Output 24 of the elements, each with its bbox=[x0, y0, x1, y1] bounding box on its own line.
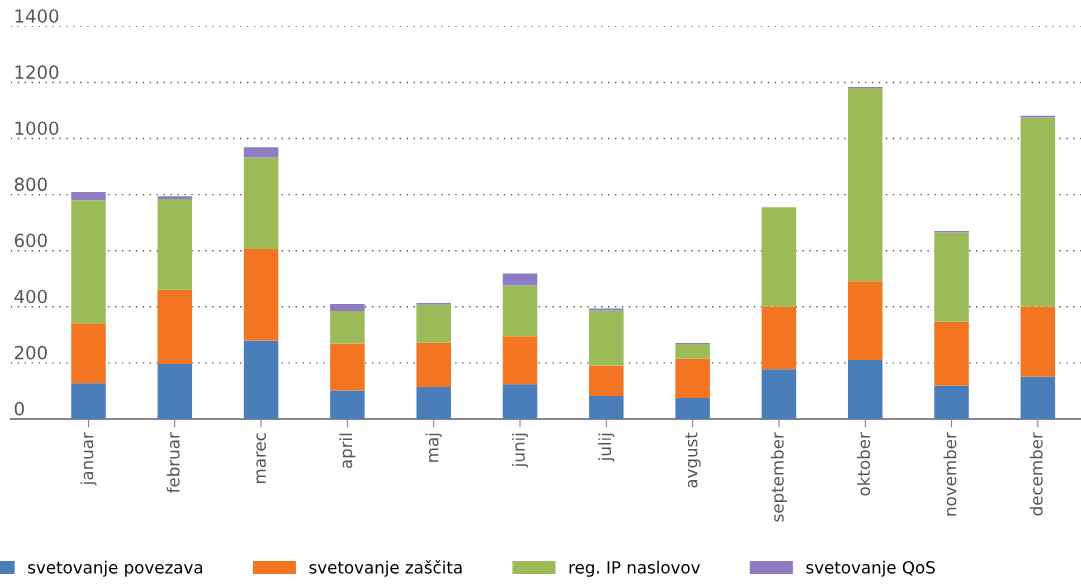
y-tick-label: 0 bbox=[14, 401, 24, 416]
x-tick-label: november bbox=[943, 432, 957, 516]
x-tick-label: junij bbox=[511, 433, 529, 468]
x-tick-label: oktober bbox=[857, 432, 871, 496]
x-tick-label: september bbox=[770, 432, 787, 522]
x-tick-label: julij bbox=[598, 433, 615, 462]
x-tick-label: april bbox=[339, 433, 356, 469]
x-tick-label: februar bbox=[166, 432, 180, 493]
legend-label: svetovanje QoS bbox=[806, 560, 935, 577]
x-tick-label: marec bbox=[256, 433, 266, 484]
y-tick-label: 1200 bbox=[15, 65, 59, 79]
y-tick-label: 1000 bbox=[15, 121, 59, 136]
x-tick-label: avgust bbox=[685, 432, 701, 488]
y-tick-label: 400 bbox=[14, 289, 47, 304]
legend-label: svetovanje zaščita bbox=[309, 560, 462, 577]
y-tick-label: 800 bbox=[14, 177, 47, 192]
legend-label: reg. IP naslovov bbox=[569, 560, 700, 577]
y-tick-label: 600 bbox=[14, 233, 47, 248]
x-tick-label: december bbox=[1029, 432, 1043, 516]
legend-label: svetovanje povezava bbox=[28, 560, 203, 577]
y-tick-label: 200 bbox=[14, 345, 47, 360]
y-tick-label: 1400 bbox=[15, 9, 59, 23]
x-tick-label: januar bbox=[80, 432, 97, 486]
x-tick-label: maj bbox=[425, 433, 442, 462]
